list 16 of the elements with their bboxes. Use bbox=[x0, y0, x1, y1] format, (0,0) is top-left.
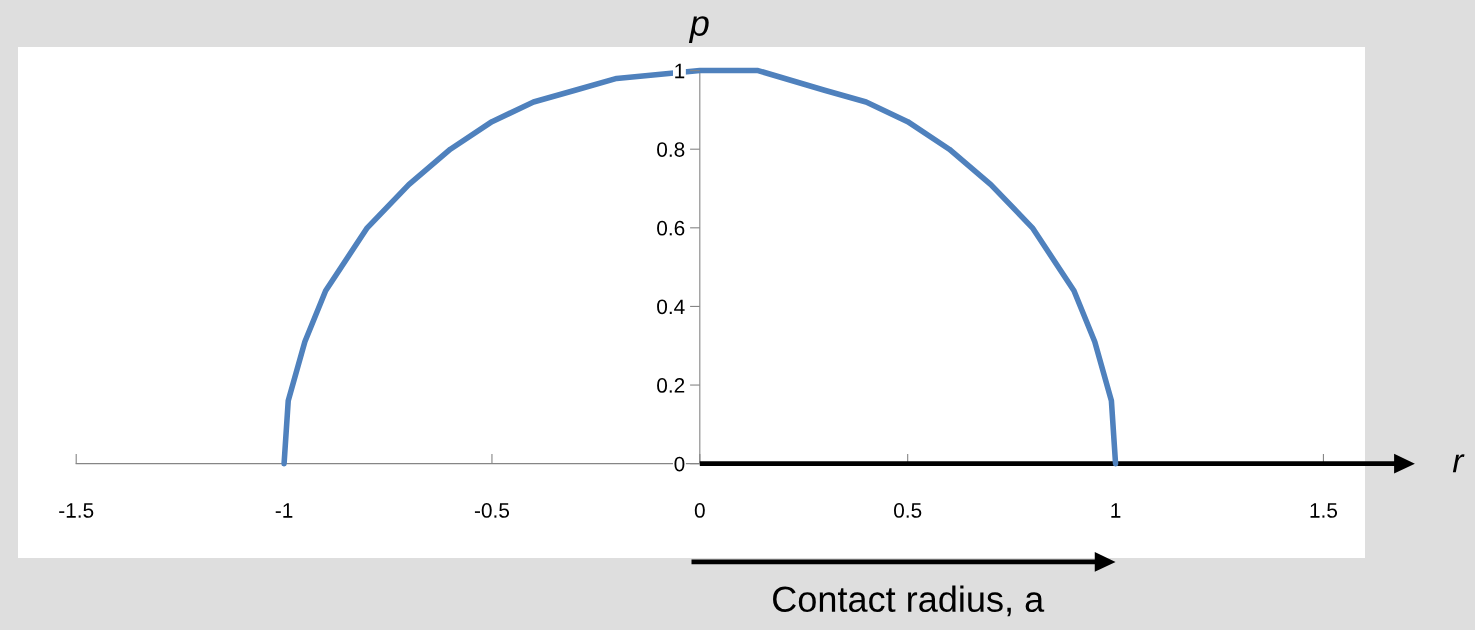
y-tick-label: 0 bbox=[674, 456, 685, 472]
x-tick-label: -0.5 bbox=[474, 503, 510, 518]
y-tick-label: 0.8 bbox=[657, 142, 685, 157]
x-tick-label: 1 bbox=[1111, 503, 1121, 518]
x-tick-label: -1.5 bbox=[59, 503, 94, 518]
x-tick-label: 1.5 bbox=[1310, 503, 1338, 518]
y-tick-label: 1 bbox=[675, 63, 685, 79]
y-axis-title: p bbox=[688, 16, 709, 44]
y-tick-label: 0.6 bbox=[657, 220, 685, 236]
x-tick-label: -1 bbox=[275, 503, 293, 518]
y-tick-label: 0.2 bbox=[657, 378, 685, 393]
x-tick-label: 0 bbox=[694, 503, 705, 518]
x-axis-title: r bbox=[1452, 454, 1465, 473]
y-tick-label: 0.4 bbox=[657, 299, 685, 315]
x-tick-label: 0.5 bbox=[894, 503, 922, 518]
text: Contact radius, a bbox=[773, 585, 1045, 617]
